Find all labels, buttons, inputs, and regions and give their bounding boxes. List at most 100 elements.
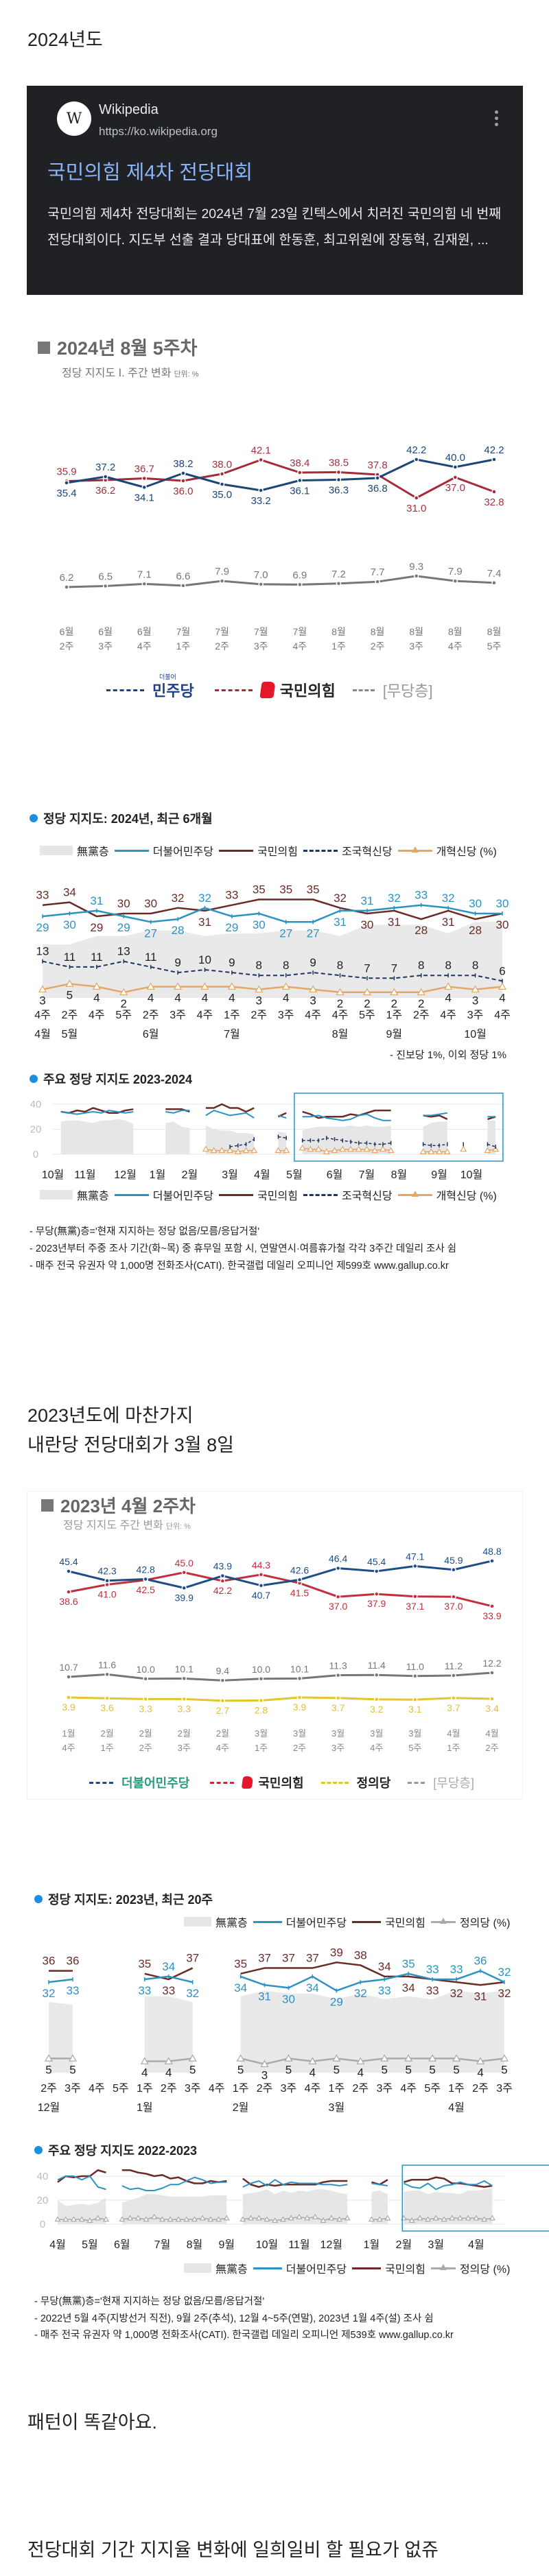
none-series-point: [413, 573, 419, 579]
justice-series-point: [368, 2216, 375, 2222]
reform-series-point: [200, 982, 209, 990]
ppp-series-line: [371, 2179, 388, 2186]
dem-series-data-label: 32: [43, 1987, 56, 2000]
reform-series-data-label: 4: [93, 992, 100, 1005]
x-month-label: 6월: [114, 2239, 130, 2251]
reform-series-point: [255, 985, 264, 993]
reform-series-point: [362, 988, 371, 996]
ppp-series-data-label: 36.7: [135, 464, 154, 475]
ppp-series-data-label: 34: [378, 1960, 391, 1973]
dem-series-data-label: 32: [498, 1966, 511, 1979]
ppp-series-point: [336, 469, 342, 475]
blue-dot-icon: [30, 814, 38, 822]
reform-series-point: [309, 985, 318, 993]
x-week-label: 2주: [161, 2083, 177, 2095]
dem-series-data-label: 33: [414, 889, 428, 902]
result-title-link[interactable]: 국민의힘 제4차 전당대회: [47, 162, 253, 184]
reform-series-data-label: 2: [418, 997, 424, 1010]
x-month-label: 8월: [331, 626, 346, 637]
ppp-series-data-label: 32: [450, 1987, 463, 2000]
none-series-area: [121, 2194, 227, 2224]
justice-series-point: [68, 2054, 77, 2062]
legend-line-cho: [303, 849, 338, 852]
x-week-label: 4주: [89, 1010, 105, 1021]
ppp-series-data-label: 32: [172, 892, 185, 905]
ppp-series-point: [297, 470, 303, 475]
justice-series-data-label: 5: [453, 2063, 459, 2076]
ppp-series-data-label: 32: [334, 892, 347, 905]
x-month-label: 5월: [286, 1169, 303, 1181]
ppp-logo-icon: [242, 1776, 254, 1789]
x-month-label: 10월: [464, 1028, 487, 1040]
justice-series-point: [417, 2215, 423, 2221]
chart-note: - 진보당 1%, 이외 정당 1%: [390, 1049, 506, 1061]
ppp-series-data-label: 30: [117, 897, 130, 910]
ppp-series-data-label: 42.1: [251, 445, 271, 457]
reform-series-data-label: 3: [256, 994, 262, 1007]
x-week-label: 3주: [65, 2083, 81, 2095]
justice-series-point: [143, 2216, 150, 2222]
blue-dot-icon: [34, 1895, 43, 1903]
chart-2022-2023-legend: 無黨층 더불어민주당 국민의힘 정의당 (%): [184, 2260, 515, 2276]
justice-series-point: [135, 2215, 141, 2221]
legend-label-ppp: 국민의힘: [258, 1776, 304, 1790]
x-month-label: 4월: [34, 1028, 51, 1040]
justice-series-data-label: 5: [501, 2063, 507, 2076]
x-month-label: 8월: [332, 1028, 349, 1040]
chart-2023-april-subtitle: 정당 지지도 주간 변화 단위: %: [63, 1516, 191, 1532]
reform-series-point: [283, 1147, 290, 1154]
footnote: - 무당(無黨)층='현재 지지하는 정당 없음/모름/응답거절': [30, 1226, 260, 1237]
justice-series-data-label: 4: [165, 2066, 172, 2079]
chart-2023-april-legend: 더불어민주당 국민의힘 정의당 [무당층]: [89, 1774, 474, 1791]
dem-series-data-label: 36.1: [290, 486, 309, 497]
reform-series-point: [355, 1145, 362, 1152]
x-week-label: 3주: [185, 2083, 201, 2095]
legend-label: 국민의힘: [385, 1918, 425, 1929]
square-bullet-icon: [41, 1499, 54, 1512]
dem-series-point: [64, 480, 69, 486]
heading-2024: 2024년도: [27, 29, 103, 50]
legend-swatch-none: [40, 1190, 73, 1200]
ppp-series-point: [141, 475, 148, 481]
site-url[interactable]: https://ko.wikipedia.org: [99, 125, 218, 138]
justice-series-line: [144, 2058, 193, 2062]
triangle-marker-icon: [411, 846, 419, 852]
none-series-point: [102, 583, 108, 589]
wikipedia-search-result-card[interactable]: W Wikipedia https://ko.wikipedia.org 국민의…: [27, 86, 523, 295]
cho-series-data-label: 13: [36, 945, 49, 958]
chart-2023-2024-plot: 0 20 40 10월 11월 12월 1월 2월 3월 4월 5월 6월 7월 8월 9월 10월: [30, 1093, 504, 1181]
legend-line-justice: [430, 2263, 456, 2270]
ppp-series-data-label: 34: [63, 886, 76, 899]
none-series-area: [240, 1990, 504, 2073]
dem-series-point: [180, 470, 186, 476]
closing-text-1: 패턴이 똑같아요.: [27, 2412, 157, 2433]
dem-series-data-label: 29: [225, 921, 238, 934]
more-vert-icon[interactable]: [493, 110, 499, 126]
x-month-label: 8월: [409, 626, 423, 637]
legend-label: 더불어민주당: [285, 2264, 347, 2276]
ppp-series-data-label: 29: [90, 921, 103, 934]
x-month-label: 4월: [49, 2239, 66, 2251]
x-week-label: 5주: [359, 1010, 375, 1021]
heading-2023-line1: 2023년도에 마찬가지: [27, 1405, 194, 1426]
cho-series-line: [487, 1143, 496, 1147]
none-series-data-label: 9.3: [409, 561, 423, 573]
reform-series-point: [250, 1147, 258, 1154]
dem-series-line: [302, 1113, 391, 1121]
justice-series-point: [188, 2054, 197, 2062]
reform-series-point: [436, 1148, 443, 1154]
none-series-data-label: 6.6: [176, 571, 190, 582]
justice-series-point: [404, 2054, 413, 2062]
none-series-point: [297, 582, 303, 588]
dem-series-data-label: 33: [138, 1984, 151, 1997]
x-week-label: 1주: [331, 641, 346, 652]
justice-series-point: [489, 2215, 495, 2221]
dem-series-data-label: 29: [117, 921, 130, 934]
x-week-label: 2주: [60, 641, 74, 652]
reform-series-data-label: 3: [472, 994, 478, 1007]
ppp-series-point: [64, 478, 69, 484]
legend-line-none: [408, 1781, 425, 1784]
cho-series-line: [278, 1136, 287, 1139]
chart-2022-2023-plot: 0 20 40 4월 5월 6월 7월 8월 9월 10월 11월 12월 1월 2월 3월 4월: [37, 2164, 549, 2251]
highlight-box: [401, 2164, 549, 2232]
